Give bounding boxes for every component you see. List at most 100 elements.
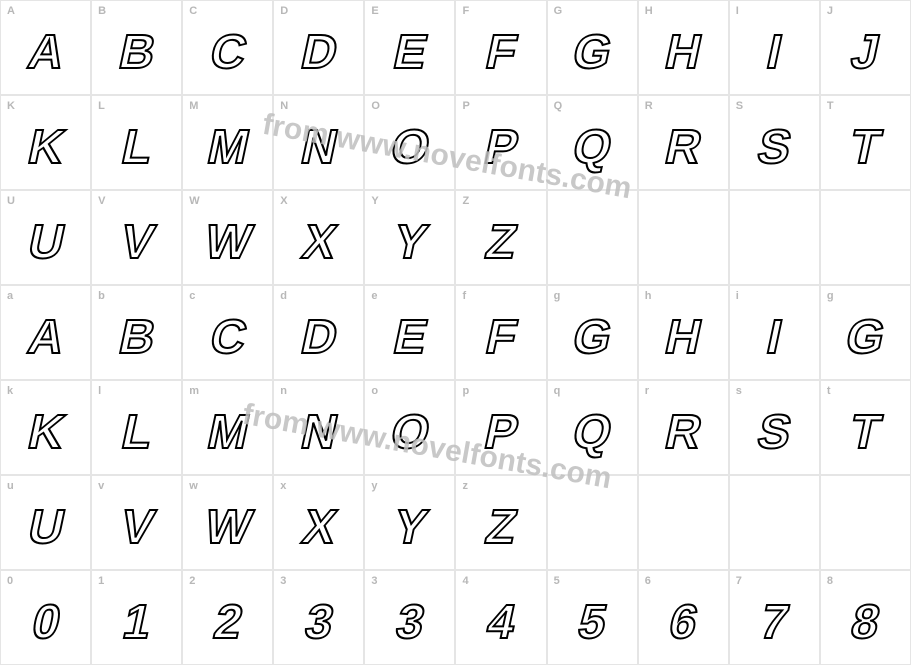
cell-label: s bbox=[736, 385, 742, 397]
cell-glyph: 6 bbox=[665, 594, 702, 649]
cell-glyph: A bbox=[23, 24, 68, 79]
glyph-cell: 11 bbox=[91, 570, 182, 665]
glyph-cell: EE bbox=[364, 0, 455, 95]
cell-glyph: E bbox=[389, 309, 432, 364]
glyph-cell: eE bbox=[364, 285, 455, 380]
cell-label: X bbox=[280, 195, 287, 207]
cell-label: x bbox=[280, 480, 286, 492]
glyph-cell: tT bbox=[820, 380, 911, 475]
glyph-cell: LL bbox=[91, 95, 182, 190]
cell-label: 5 bbox=[554, 575, 560, 587]
cell-glyph: C bbox=[205, 309, 250, 364]
cell-label: L bbox=[98, 100, 105, 112]
cell-label: i bbox=[736, 290, 739, 302]
glyph-cell: lL bbox=[91, 380, 182, 475]
cell-glyph: Y bbox=[389, 214, 432, 269]
glyph-cell: KK bbox=[0, 95, 91, 190]
cell-glyph: N bbox=[296, 119, 341, 174]
glyph-cell: mM bbox=[182, 380, 273, 475]
glyph-cell: uU bbox=[0, 475, 91, 570]
glyph-cell bbox=[547, 190, 638, 285]
cell-glyph: V bbox=[115, 214, 158, 269]
cell-label: J bbox=[827, 5, 833, 17]
cell-glyph: G bbox=[568, 24, 616, 79]
glyph-cell: kK bbox=[0, 380, 91, 475]
glyph-cell: RR bbox=[638, 95, 729, 190]
glyph-cell bbox=[638, 475, 729, 570]
cell-label: h bbox=[645, 290, 652, 302]
cell-label: p bbox=[462, 385, 469, 397]
glyph-cell: sS bbox=[729, 380, 820, 475]
glyph-cell: oO bbox=[364, 380, 455, 475]
glyph-cell: dD bbox=[273, 285, 364, 380]
cell-glyph: Z bbox=[481, 499, 521, 554]
glyph-cell: HH bbox=[638, 0, 729, 95]
glyph-cell: xX bbox=[273, 475, 364, 570]
cell-label: y bbox=[371, 480, 377, 492]
cell-glyph: P bbox=[480, 119, 523, 174]
cell-glyph: F bbox=[481, 24, 521, 79]
cell-glyph: R bbox=[661, 119, 706, 174]
glyph-cell: yY bbox=[364, 475, 455, 570]
glyph-cell: 55 bbox=[547, 570, 638, 665]
cell-label: M bbox=[189, 100, 198, 112]
cell-glyph: P bbox=[480, 404, 523, 459]
glyph-cell: DD bbox=[273, 0, 364, 95]
cell-label: Q bbox=[554, 100, 563, 112]
glyph-cell: FF bbox=[455, 0, 546, 95]
glyph-cell: wW bbox=[182, 475, 273, 570]
cell-glyph: F bbox=[481, 309, 521, 364]
cell-label: I bbox=[736, 5, 739, 17]
cell-glyph: K bbox=[23, 404, 68, 459]
glyph-cell: YY bbox=[364, 190, 455, 285]
cell-label: P bbox=[462, 100, 469, 112]
cell-label: t bbox=[827, 385, 831, 397]
cell-glyph: 8 bbox=[847, 594, 884, 649]
glyph-cell: ZZ bbox=[455, 190, 546, 285]
cell-label: F bbox=[462, 5, 469, 17]
glyph-cell: rR bbox=[638, 380, 729, 475]
cell-glyph: 3 bbox=[391, 594, 428, 649]
cell-label: Z bbox=[462, 195, 469, 207]
cell-label: g bbox=[827, 290, 834, 302]
cell-glyph: 7 bbox=[756, 594, 793, 649]
cell-label: u bbox=[7, 480, 14, 492]
cell-label: N bbox=[280, 100, 288, 112]
cell-label: 3 bbox=[371, 575, 377, 587]
glyph-cell bbox=[729, 475, 820, 570]
cell-glyph: T bbox=[845, 404, 885, 459]
cell-label: d bbox=[280, 290, 287, 302]
glyph-cell: PP bbox=[455, 95, 546, 190]
cell-glyph: N bbox=[296, 404, 341, 459]
cell-label: n bbox=[280, 385, 287, 397]
cell-glyph: K bbox=[23, 119, 68, 174]
cell-glyph: G bbox=[568, 309, 616, 364]
cell-label: 0 bbox=[7, 575, 13, 587]
cell-label: k bbox=[7, 385, 13, 397]
cell-glyph: U bbox=[23, 214, 68, 269]
cell-label: 8 bbox=[827, 575, 833, 587]
cell-glyph: D bbox=[296, 309, 341, 364]
cell-glyph: C bbox=[205, 24, 250, 79]
cell-label: C bbox=[189, 5, 197, 17]
cell-glyph: Y bbox=[389, 499, 432, 554]
glyph-cell: 66 bbox=[638, 570, 729, 665]
cell-glyph: U bbox=[23, 499, 68, 554]
cell-label: S bbox=[736, 100, 743, 112]
glyph-cell: fF bbox=[455, 285, 546, 380]
cell-label: v bbox=[98, 480, 104, 492]
glyph-cell: 88 bbox=[820, 570, 911, 665]
cell-label: m bbox=[189, 385, 199, 397]
cell-glyph: S bbox=[753, 404, 796, 459]
glyph-cell: nN bbox=[273, 380, 364, 475]
cell-label: b bbox=[98, 290, 105, 302]
cell-glyph: V bbox=[115, 499, 158, 554]
cell-glyph: 0 bbox=[27, 594, 64, 649]
cell-glyph: Z bbox=[481, 214, 521, 269]
cell-label: B bbox=[98, 5, 106, 17]
cell-glyph: O bbox=[386, 119, 434, 174]
cell-glyph: 5 bbox=[573, 594, 610, 649]
cell-label: w bbox=[189, 480, 198, 492]
glyph-cell: OO bbox=[364, 95, 455, 190]
cell-label: D bbox=[280, 5, 288, 17]
